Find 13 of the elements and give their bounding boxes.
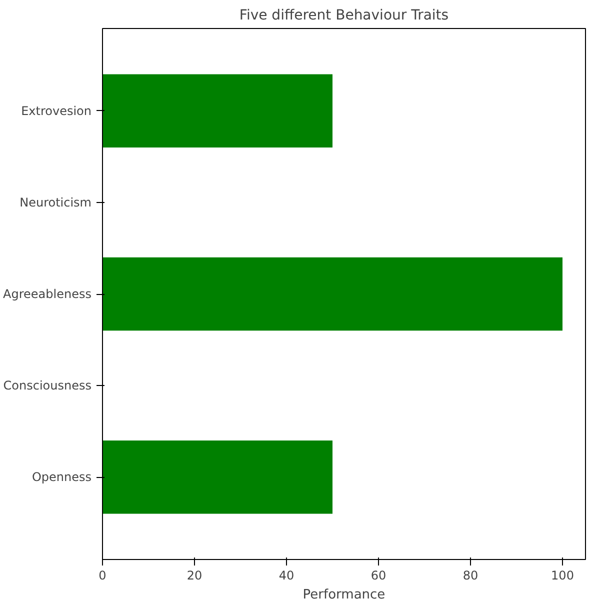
chart-title: Five different Behaviour Traits <box>239 8 449 24</box>
x-tick-label: 0 <box>98 568 106 582</box>
x-axis-title: Performance <box>302 588 386 602</box>
x-tick-label: 100 <box>551 568 574 582</box>
x-tick-label: 60 <box>370 568 386 582</box>
x-tick-label: 40 <box>278 568 294 582</box>
y-tick-label: Neuroticism <box>20 195 92 210</box>
x-tick-label: 80 <box>462 568 478 582</box>
x-tick-label: 20 <box>186 568 202 582</box>
y-tick-label: Consciousness <box>3 378 92 393</box>
y-tick-label: Agreeableness <box>3 287 92 301</box>
y-tick-label: Extrovesion <box>21 104 92 118</box>
y-tick-label: Openness <box>32 470 92 484</box>
